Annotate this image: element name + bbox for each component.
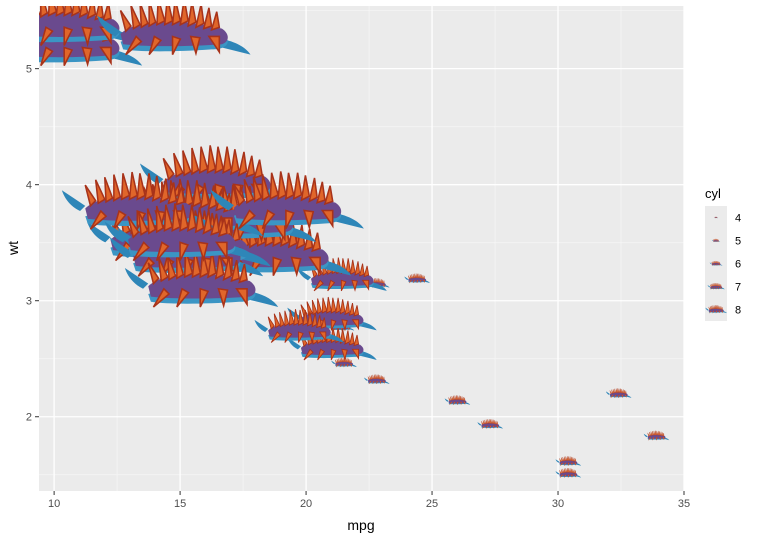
legend-label: 8 [735,305,741,317]
legend-label: 4 [735,213,741,225]
x-tick-label: 30 [552,498,564,510]
y-tick-label: 4 [26,180,32,192]
major-grid [39,6,685,491]
x-tick-label: 35 [678,498,690,510]
legend-label: 5 [735,236,741,248]
x-axis: 10 15 20 25 30 35 [48,491,690,510]
x-tick-label: 25 [426,498,438,510]
legend-title: cyl [705,186,721,201]
x-axis-title: mpg [347,517,374,533]
legend: cyl 4 5 6 7 8 [705,186,741,321]
legend-label: 7 [735,282,741,294]
legend-label: 6 [735,259,741,271]
x-tick-label: 15 [174,498,186,510]
y-axis: 2 3 4 5 [26,64,39,424]
x-tick-label: 10 [48,498,60,510]
y-tick-label: 2 [26,412,32,424]
y-tick-label: 5 [26,64,32,76]
x-tick-label: 20 [300,498,312,510]
y-axis-title: wt [5,241,21,256]
y-tick-label: 3 [26,296,32,308]
